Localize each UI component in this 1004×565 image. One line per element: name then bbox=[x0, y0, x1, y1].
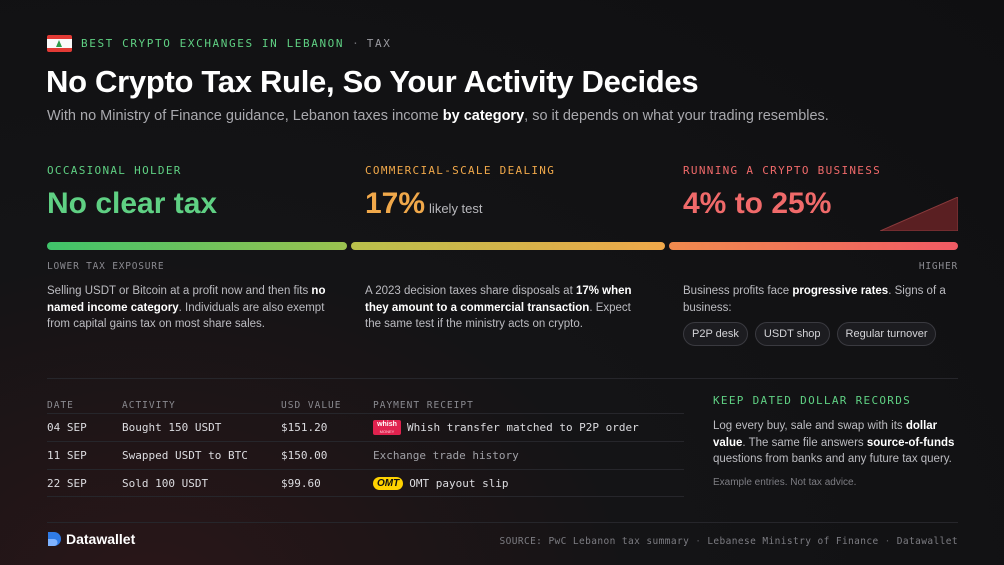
header-usd-value: USD VALUE bbox=[281, 399, 342, 411]
lebanon-flag-icon bbox=[47, 35, 72, 52]
cell-activity: Swapped USDT to BTC bbox=[122, 449, 248, 462]
kicker-tag: TAX bbox=[366, 37, 392, 50]
kicker-text: BEST CRYPTO EXCHANGES IN LEBANON bbox=[81, 37, 345, 50]
datawallet-logo: Datawallet bbox=[47, 531, 135, 547]
header-payment-receipt: PAYMENT RECEIPT bbox=[373, 399, 474, 411]
column-crypto-business: RUNNING A CRYPTO BUSINESS 4% to 25% bbox=[683, 164, 973, 223]
page-title: No Crypto Tax Rule, So Your Activity Dec… bbox=[46, 64, 699, 99]
chip-regular-turnover: Regular turnover bbox=[836, 322, 937, 346]
column-label: OCCASIONAL HOLDER bbox=[47, 164, 182, 177]
records-table: DATE ACTIVITY USD VALUE PAYMENT RECEIPT … bbox=[47, 397, 684, 497]
datawallet-logo-icon bbox=[48, 532, 61, 546]
header-kicker: BEST CRYPTO EXCHANGES IN LEBANON · TAX bbox=[47, 35, 391, 52]
headline-note: likely test bbox=[429, 201, 483, 216]
note-title: KEEP DATED DOLLAR RECORDS bbox=[713, 394, 912, 407]
omt-logo-icon: OMT bbox=[373, 476, 404, 490]
chip-p2p-desk: P2P desk bbox=[683, 322, 748, 346]
exposure-bar-mid bbox=[351, 242, 665, 250]
whish-logo-icon: whish MONEY bbox=[373, 420, 401, 435]
table-row: 04 SEP Bought 150 USDT $151.20 whish MONE… bbox=[47, 413, 684, 441]
brand-name: Datawallet bbox=[66, 531, 136, 547]
table-header: DATE ACTIVITY USD VALUE PAYMENT RECEIPT bbox=[47, 397, 684, 413]
divider bbox=[47, 522, 958, 523]
column-description: A 2023 decision taxes share disposals at… bbox=[365, 285, 632, 330]
table-row: 22 SEP Sold 100 USDT $99.60 OMT OMT payo… bbox=[47, 469, 684, 497]
cell-receipt: Exchange trade history bbox=[373, 449, 519, 462]
column-label: COMMERCIAL-SCALE DEALING bbox=[365, 164, 556, 177]
cell-date: 11 SEP bbox=[47, 449, 87, 462]
cell-usd: $151.20 bbox=[281, 421, 328, 434]
scale-low-label: LOWER TAX EXPOSURE bbox=[47, 261, 165, 272]
column-headline: 17% likely test bbox=[365, 187, 483, 220]
cell-date: 04 SEP bbox=[47, 421, 87, 434]
cell-activity: Sold 100 USDT bbox=[122, 476, 209, 490]
column-occasional-holder: OCCASIONAL HOLDER No clear tax bbox=[47, 164, 337, 223]
column-commercial-dealing: COMMERCIAL-SCALE DEALING 17% likely test bbox=[365, 164, 655, 228]
column-description: Selling USDT or Bitcoin at a profit now … bbox=[47, 285, 326, 330]
divider bbox=[47, 378, 958, 379]
cell-date: 22 SEP bbox=[47, 476, 87, 490]
cell-receipt: whish MONEY Whish transfer matched to P2P… bbox=[373, 420, 684, 435]
scale-high-label: HIGHER bbox=[918, 261, 958, 272]
cell-usd: $99.60 bbox=[281, 476, 321, 490]
column-label: RUNNING A CRYPTO BUSINESS bbox=[683, 164, 882, 177]
table-row: 11 SEP Swapped USDT to BTC $150.00 Excha… bbox=[47, 441, 684, 469]
exposure-bar-low bbox=[47, 242, 347, 250]
note-disclaimer: Example entries. Not tax advice. bbox=[713, 476, 857, 488]
cell-usd: $150.00 bbox=[281, 449, 328, 462]
header-date: DATE bbox=[47, 399, 74, 411]
records-note: KEEP DATED DOLLAR RECORDS Log every buy,… bbox=[713, 394, 958, 488]
chip-usdt-shop: USDT shop bbox=[754, 322, 830, 346]
column-headline: 4% to 25% bbox=[683, 187, 832, 220]
business-signs-chips: P2P desk USDT shop Regular turnover bbox=[683, 322, 937, 346]
source-line: SOURCE: PwC Lebanon tax summary · Lebanese… bbox=[499, 536, 958, 547]
cell-activity: Bought 150 USDT bbox=[122, 421, 222, 434]
column-description: Business profits face progressive rates.… bbox=[683, 285, 946, 314]
page-subtitle: With no Ministry of Finance guidance, Le… bbox=[47, 108, 829, 124]
column-headline: No clear tax bbox=[47, 187, 218, 220]
header-activity: ACTIVITY bbox=[122, 399, 176, 411]
rising-wedge-icon bbox=[880, 197, 958, 231]
exposure-bar-high bbox=[669, 242, 958, 250]
note-body: Log every buy, sale and swap with its do… bbox=[713, 420, 955, 465]
cell-receipt: OMT OMT payout slip bbox=[373, 476, 684, 490]
kicker-separator: · bbox=[352, 37, 359, 50]
